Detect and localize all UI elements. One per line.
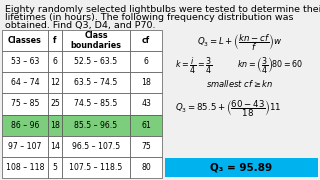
Bar	[165, 158, 318, 177]
Text: 18: 18	[141, 78, 151, 87]
Text: f: f	[53, 36, 57, 45]
Bar	[2, 93, 48, 115]
Text: 85.5 – 96.5: 85.5 – 96.5	[75, 121, 117, 130]
Bar	[130, 157, 162, 178]
Bar	[62, 157, 130, 178]
Bar	[48, 136, 62, 157]
Text: $Q_3 = 85.5 + \left(\dfrac{60 - 43}{18}\right)11$: $Q_3 = 85.5 + \left(\dfrac{60 - 43}{18}\…	[175, 98, 282, 119]
Bar	[2, 51, 48, 72]
Bar	[130, 72, 162, 93]
Text: 86 – 96: 86 – 96	[11, 121, 39, 130]
Text: $smallest\ cf \geq kn$: $smallest\ cf \geq kn$	[206, 78, 274, 89]
Text: 5: 5	[52, 163, 57, 172]
Text: $k = \dfrac{i}{4} = \dfrac{3}{4}$: $k = \dfrac{i}{4} = \dfrac{3}{4}$	[175, 55, 212, 76]
Bar	[62, 136, 130, 157]
Text: 52.5 – 63.5: 52.5 – 63.5	[75, 57, 117, 66]
Text: 107.5 – 118.5: 107.5 – 118.5	[69, 163, 123, 172]
Text: 18: 18	[50, 121, 60, 130]
Bar	[48, 72, 62, 93]
Bar	[130, 30, 162, 51]
Text: 63.5 – 74.5: 63.5 – 74.5	[74, 78, 118, 87]
Text: 12: 12	[50, 78, 60, 87]
Bar	[2, 115, 48, 136]
Bar	[48, 115, 62, 136]
Bar	[62, 30, 130, 51]
Text: 75: 75	[141, 142, 151, 151]
Text: 74.5 – 85.5: 74.5 – 85.5	[74, 100, 118, 109]
Bar	[62, 51, 130, 72]
Text: 108 – 118: 108 – 118	[6, 163, 44, 172]
Text: 64 – 74: 64 – 74	[11, 78, 39, 87]
Bar	[2, 72, 48, 93]
Bar	[130, 115, 162, 136]
Text: cf: cf	[142, 36, 150, 45]
Text: Class
boundaries: Class boundaries	[70, 31, 122, 50]
Text: 96.5 – 107.5: 96.5 – 107.5	[72, 142, 120, 151]
Text: Q₃ = 95.89: Q₃ = 95.89	[211, 163, 273, 172]
Bar	[62, 115, 130, 136]
Bar	[130, 136, 162, 157]
Text: 43: 43	[141, 100, 151, 109]
Text: 6: 6	[52, 57, 57, 66]
Bar	[48, 30, 62, 51]
Text: 61: 61	[141, 121, 151, 130]
Text: 53 – 63: 53 – 63	[11, 57, 39, 66]
Text: 25: 25	[50, 100, 60, 109]
Text: Classes: Classes	[8, 36, 42, 45]
Text: 97 – 107: 97 – 107	[8, 142, 42, 151]
Bar	[62, 93, 130, 115]
Bar	[48, 51, 62, 72]
Bar	[130, 93, 162, 115]
Text: 80: 80	[141, 163, 151, 172]
Bar	[48, 93, 62, 115]
Text: $Q_3 = L + \left(\dfrac{kn - cf}{f}\right)w$: $Q_3 = L + \left(\dfrac{kn - cf}{f}\righ…	[197, 32, 283, 53]
Text: Eighty randomly selected lightbulbs were tested to determine their: Eighty randomly selected lightbulbs were…	[5, 5, 320, 14]
Text: $kn = \left(\dfrac{3}{4}\right)\!80{=}60$: $kn = \left(\dfrac{3}{4}\right)\!80{=}60…	[237, 55, 303, 76]
Bar	[62, 72, 130, 93]
Bar	[130, 51, 162, 72]
Bar	[2, 136, 48, 157]
Bar	[2, 30, 48, 51]
Bar	[2, 157, 48, 178]
Text: obtained. Find Q3, D4, and P70.: obtained. Find Q3, D4, and P70.	[5, 21, 156, 30]
Text: lifetimes (in hours). The following frequency distribution was: lifetimes (in hours). The following freq…	[5, 13, 293, 22]
Text: 75 – 85: 75 – 85	[11, 100, 39, 109]
Text: 6: 6	[144, 57, 148, 66]
Text: 14: 14	[50, 142, 60, 151]
Bar	[48, 157, 62, 178]
